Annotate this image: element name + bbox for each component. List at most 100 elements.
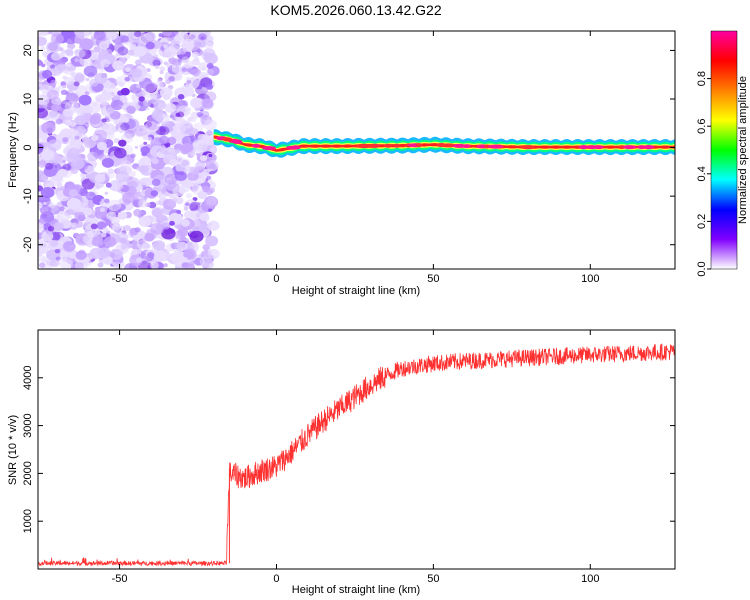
noise-speckle <box>185 202 190 206</box>
noise-speckle <box>206 84 214 90</box>
noise-speckle <box>101 118 107 123</box>
noise-speckle <box>38 82 43 87</box>
noise-speckle <box>122 192 136 204</box>
noise-speckle <box>39 205 52 215</box>
noise-speckle <box>150 261 159 269</box>
noise-speckle <box>191 68 201 77</box>
noise-speckle <box>177 58 183 63</box>
noise-speckle <box>185 78 200 90</box>
noise-speckle <box>183 87 195 97</box>
y-tick-label: 0 <box>22 145 34 151</box>
noise-speckle <box>74 211 86 221</box>
noise-speckle <box>128 130 132 134</box>
noise-speckle <box>193 41 202 48</box>
noise-speckle <box>169 220 175 226</box>
noise-speckle <box>98 49 110 59</box>
noise-speckle <box>181 56 190 63</box>
noise-speckle <box>133 209 143 217</box>
colorbar-tick-label: 0.4 <box>696 166 708 181</box>
noise-speckle <box>54 249 61 254</box>
noise-speckle <box>206 130 213 136</box>
noise-speckle <box>163 153 177 165</box>
noise-speckle <box>120 87 130 96</box>
noise-speckle <box>164 103 177 113</box>
noise-speckle <box>179 189 185 194</box>
noise-speckle <box>40 133 47 139</box>
noise-speckle <box>202 244 210 251</box>
noise-speckle <box>132 199 141 207</box>
noise-speckle <box>208 153 213 158</box>
noise-speckle <box>93 149 105 159</box>
noise-speckle <box>132 248 139 254</box>
snr-axes: -50 0 50 100 1000 2000 3000 4000 <box>22 330 675 585</box>
noise-speckle <box>189 230 204 243</box>
noise-speckle <box>135 165 142 172</box>
noise-speckle <box>122 73 127 78</box>
noise-speckle <box>123 117 130 123</box>
noise-speckle <box>126 177 140 189</box>
noise-speckle <box>47 139 62 152</box>
noise-speckle <box>82 207 93 216</box>
noise-speckle <box>90 223 98 230</box>
noise-speckle <box>38 239 48 248</box>
noise-speckle <box>70 158 85 170</box>
noise-speckle <box>142 99 152 107</box>
noise-speckle <box>124 76 131 82</box>
noise-speckle <box>183 248 197 260</box>
noise-speckle <box>43 142 51 148</box>
noise-speckle <box>161 31 173 37</box>
ridge-hotspot <box>487 144 504 149</box>
noise-speckle <box>138 199 148 208</box>
noise-speckle <box>115 170 129 183</box>
noise-speckle <box>63 241 76 252</box>
noise-speckle <box>163 44 168 49</box>
colorbar-tick-label: 0.0 <box>696 261 708 276</box>
noise-speckle <box>138 96 145 102</box>
noise-speckle <box>143 81 157 93</box>
noise-speckle <box>41 63 46 68</box>
noise-speckle <box>38 107 48 119</box>
noise-speckle <box>120 35 129 43</box>
noise-speckle <box>46 89 59 100</box>
noise-speckle <box>82 235 93 244</box>
noise-speckle <box>107 33 113 38</box>
noise-speckle <box>38 169 44 176</box>
noise-speckle <box>53 61 59 67</box>
noise-speckle <box>206 175 212 180</box>
noise-speckle <box>83 65 98 77</box>
noise-speckle <box>202 48 216 60</box>
noise-speckle <box>133 46 147 57</box>
noise-speckle <box>129 241 133 244</box>
noise-speckle <box>51 104 61 112</box>
noise-speckle <box>176 241 188 251</box>
ridge-hotspot <box>416 143 423 148</box>
noise-speckle <box>131 68 143 78</box>
noise-speckle <box>40 187 55 199</box>
y-tick-label: 4000 <box>22 366 34 390</box>
ridge-hotspot <box>519 145 534 150</box>
noise-speckle <box>39 31 50 37</box>
noise-speckle <box>89 115 101 125</box>
noise-speckle <box>48 202 56 209</box>
noise-speckle <box>205 161 216 170</box>
noise-speckle <box>41 69 53 79</box>
noise-speckle <box>127 49 135 56</box>
noise-speckle <box>142 184 147 189</box>
noise-speckle <box>115 232 129 244</box>
noise-speckle <box>49 110 58 118</box>
noise-speckle <box>74 115 87 126</box>
noise-speckle <box>71 222 77 228</box>
noise-speckle <box>123 225 131 232</box>
snr-ylabel: SNR (10 * v/v) <box>7 415 19 485</box>
noise-speckle <box>99 207 106 212</box>
noise-speckle <box>161 227 176 240</box>
noise-speckle <box>192 139 205 150</box>
noise-speckle <box>144 232 155 242</box>
noise-speckle <box>50 33 64 45</box>
noise-speckle <box>195 161 206 170</box>
noise-speckle <box>103 236 117 247</box>
noise-speckle <box>187 116 194 122</box>
noise-speckle <box>185 193 192 199</box>
noise-speckle <box>72 72 86 84</box>
